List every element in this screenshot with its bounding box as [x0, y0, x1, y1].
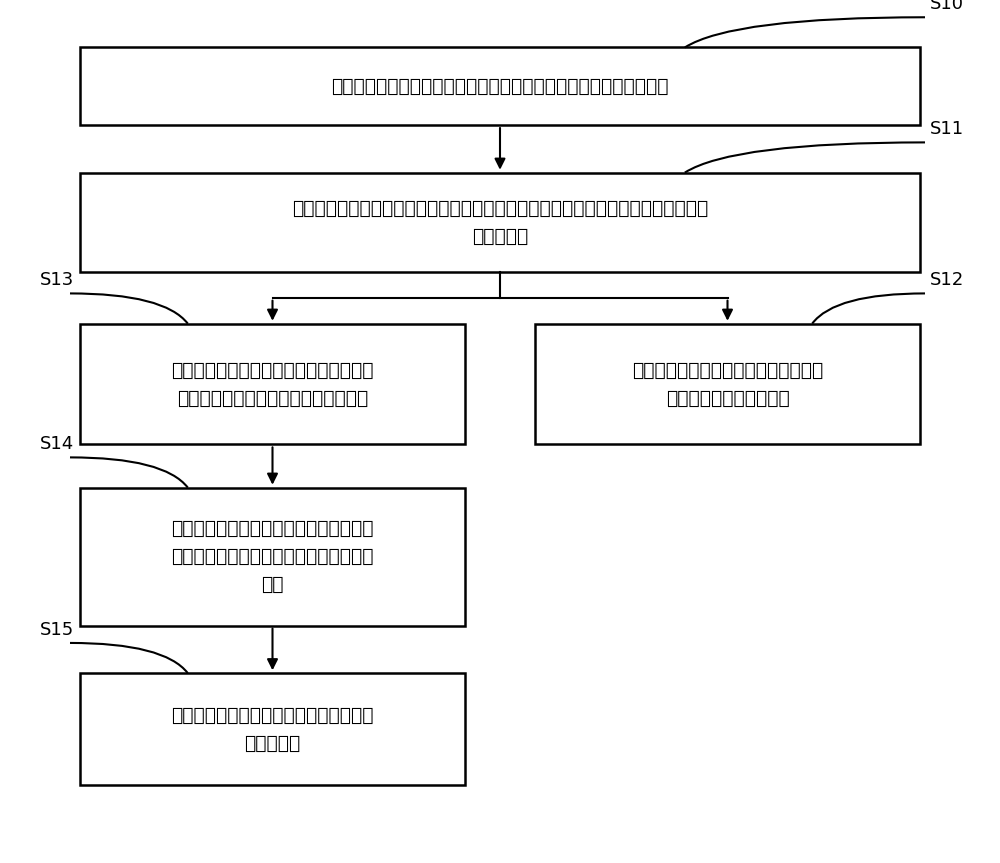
Text: 所述轨道移动设备根据所述运动结果进行
相应的操作: 所述轨道移动设备根据所述运动结果进行 相应的操作 [171, 706, 374, 753]
Text: 当所述工作状态为道岔未到位时，所述轨
道移动设备向所述道岔机发送运动命令: 当所述工作状态为道岔未到位时，所述轨 道移动设备向所述道岔机发送运动命令 [171, 361, 374, 407]
Bar [80, 324, 465, 444]
Bar [80, 173, 920, 272]
Text: S15: S15 [40, 620, 74, 639]
Text: S10: S10 [930, 0, 964, 13]
Text: S13: S13 [40, 271, 74, 289]
Text: 当轨道移动设备检测到自身到达岔道入口处时向道岔机发送查询命令: 当轨道移动设备检测到自身到达岔道入口处时向道岔机发送查询命令 [331, 77, 669, 96]
Text: S12: S12 [930, 271, 964, 289]
Text: 若所述工作状态为道岔到位时，所述轨
道移动设备通过所述道岔: 若所述工作状态为道岔到位时，所述轨 道移动设备通过所述道岔 [632, 361, 823, 407]
Bar [80, 673, 465, 785]
Bar [80, 47, 920, 125]
Text: 所述道岔机根据所述查询命令查询自身的工作状态，并将所述工作状态发送至所述轨
道移动设备: 所述道岔机根据所述查询命令查询自身的工作状态，并将所述工作状态发送至所述轨 道移… [292, 198, 708, 246]
Bar [535, 324, 920, 444]
Text: 所述道岔机根据所述运动命令控制所述道
岔运动，并向所述轨道移动设备反馈运动
结果: 所述道岔机根据所述运动命令控制所述道 岔运动，并向所述轨道移动设备反馈运动 结果 [171, 520, 374, 594]
Text: S11: S11 [930, 120, 964, 138]
Bar [80, 488, 465, 626]
Text: S14: S14 [40, 435, 74, 453]
